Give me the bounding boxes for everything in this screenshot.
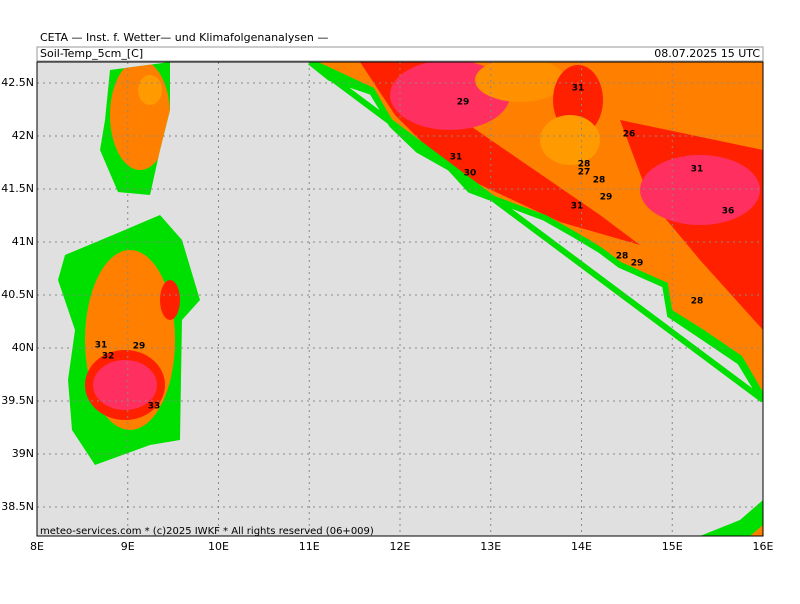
contour-label: 28 bbox=[593, 176, 606, 186]
lat-label: 39N bbox=[12, 447, 34, 460]
contour-label: 31 bbox=[571, 202, 584, 212]
lat-label: 42N bbox=[12, 129, 34, 142]
contour-label: 29 bbox=[631, 259, 644, 269]
lon-label: 16E bbox=[753, 540, 774, 553]
contour-label: 27 bbox=[578, 168, 591, 178]
lon-label: 11E bbox=[299, 540, 320, 553]
contour-label: 26 bbox=[623, 130, 636, 140]
contour-label: 28 bbox=[578, 160, 591, 170]
lat-label: 40N bbox=[12, 341, 34, 354]
copyright: meteo-services.com * (c)2025 IWKF * All … bbox=[40, 526, 374, 537]
lat-label: 40.5N bbox=[1, 288, 34, 301]
lon-label: 10E bbox=[208, 540, 229, 553]
header-bar bbox=[36, 46, 764, 62]
contour-label: 31 bbox=[572, 84, 585, 94]
lon-label: 12E bbox=[390, 540, 411, 553]
contour-label: 30 bbox=[464, 169, 477, 179]
contour-label: 29 bbox=[600, 193, 613, 203]
contour-label: 31 bbox=[95, 341, 108, 351]
contour-label: 31 bbox=[450, 153, 463, 163]
lon-label: 15E bbox=[662, 540, 683, 553]
lon-label: 14E bbox=[571, 540, 592, 553]
lat-label: 42.5N bbox=[1, 76, 34, 89]
land bbox=[58, 62, 763, 536]
contour-label: 28 bbox=[616, 252, 629, 262]
contour-label: 28 bbox=[691, 297, 704, 307]
map-frame bbox=[36, 61, 764, 537]
sardinia bbox=[58, 215, 200, 465]
lon-label: 13E bbox=[480, 540, 501, 553]
valid-time: 08.07.2025 15 UTC bbox=[654, 47, 760, 60]
graticule bbox=[37, 62, 763, 536]
field-name: Soil-Temp_5cm_[C] bbox=[40, 47, 143, 60]
lat-label: 41.5N bbox=[1, 182, 34, 195]
contour-label: 32 bbox=[102, 352, 115, 362]
corsica bbox=[100, 62, 170, 195]
lon-label: 9E bbox=[121, 540, 135, 553]
contour-label: 36 bbox=[722, 207, 735, 217]
contour-label: 29 bbox=[457, 98, 470, 108]
header-title: CETA — Inst. f. Wetter— und Klimafolgena… bbox=[40, 31, 328, 44]
contour-label: 31 bbox=[691, 165, 704, 175]
lat-label: 41N bbox=[12, 235, 34, 248]
contour-label: 29 bbox=[133, 342, 146, 352]
lon-label: 8E bbox=[30, 540, 44, 553]
lat-label: 39.5N bbox=[1, 394, 34, 407]
contour-label: 33 bbox=[148, 402, 161, 412]
lat-label: 38.5N bbox=[1, 500, 34, 513]
